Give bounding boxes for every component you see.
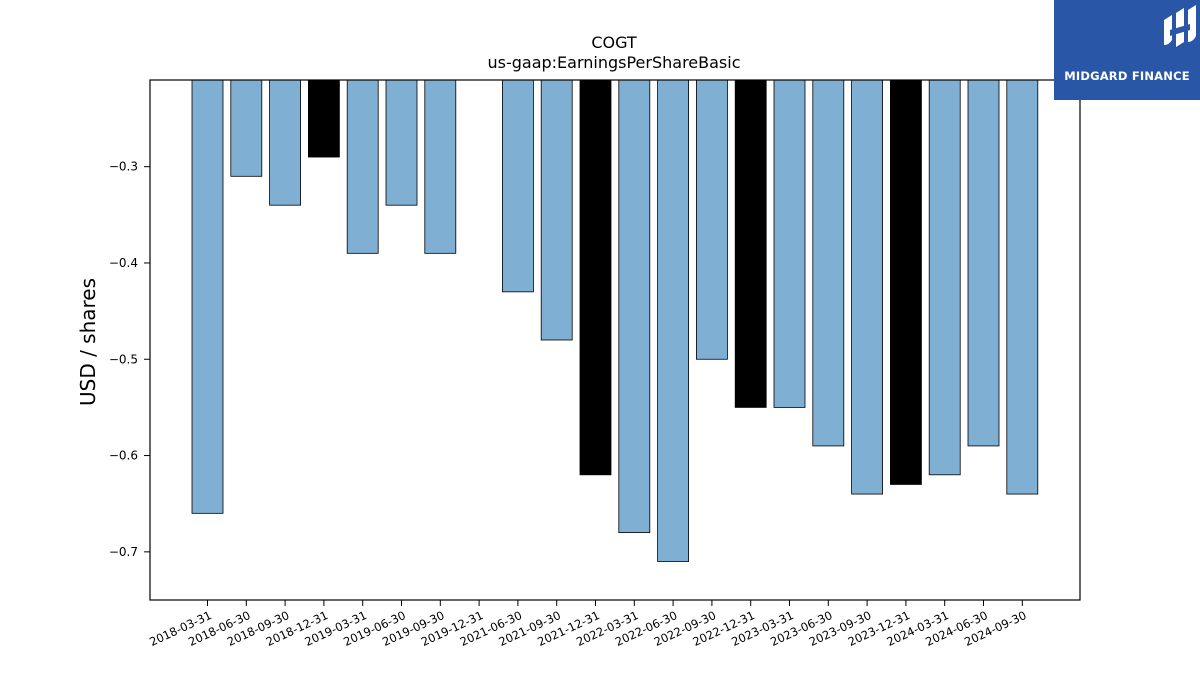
- y-tick-label: −0.3: [109, 160, 138, 174]
- y-tick-label: −0.7: [109, 545, 138, 559]
- y-tick-label: −0.4: [109, 256, 138, 270]
- brand-mark-icon: [1164, 5, 1196, 47]
- plot-frame: [149, 79, 1081, 601]
- x-axis: 2018-03-312018-06-302018-09-302018-12-31…: [147, 600, 1029, 649]
- bar-2024-03-31: [928, 79, 961, 476]
- bar-2018-03-31: [191, 79, 224, 514]
- bar-2022-06-30: [657, 79, 689, 562]
- bar-2018-09-30: [269, 79, 302, 206]
- brand-logo: MIDGARD FINANCE: [1054, 0, 1200, 100]
- bar-2022-12-31: [734, 79, 767, 408]
- bar-2018-12-31: [307, 79, 340, 158]
- bar-2019-03-31: [346, 79, 379, 254]
- bar-2019-09-30: [424, 79, 457, 254]
- bar-2022-03-31: [618, 79, 651, 533]
- bars-group: [191, 79, 1039, 562]
- bar-2019-06-30: [385, 79, 418, 206]
- y-tick-label: −0.6: [109, 449, 138, 463]
- bar-2023-09-30: [851, 79, 883, 495]
- bar-2022-09-30: [696, 79, 728, 360]
- bar-2018-06-30: [230, 79, 263, 177]
- bar-2024-06-30: [967, 79, 1000, 447]
- y-tick-label: −0.5: [109, 352, 138, 366]
- bar-2024-09-30: [1006, 79, 1039, 495]
- bar-2021-12-31: [579, 79, 612, 476]
- chart-title: COGT: [591, 33, 637, 52]
- bar-2023-03-31: [773, 79, 806, 408]
- y-axis: −0.3 −0.4 −0.5 −0.6 −0.7: [109, 160, 150, 559]
- bar-2021-06-30: [501, 79, 534, 293]
- brand-name: MIDGARD FINANCE: [1064, 69, 1190, 83]
- bar-2023-06-30: [812, 79, 845, 447]
- bar-2023-12-31: [890, 79, 922, 485]
- y-axis-label: USD / shares: [76, 278, 100, 406]
- bar-2021-09-30: [540, 79, 573, 341]
- chart-subtitle: us-gaap:EarningsPerShareBasic: [487, 53, 740, 72]
